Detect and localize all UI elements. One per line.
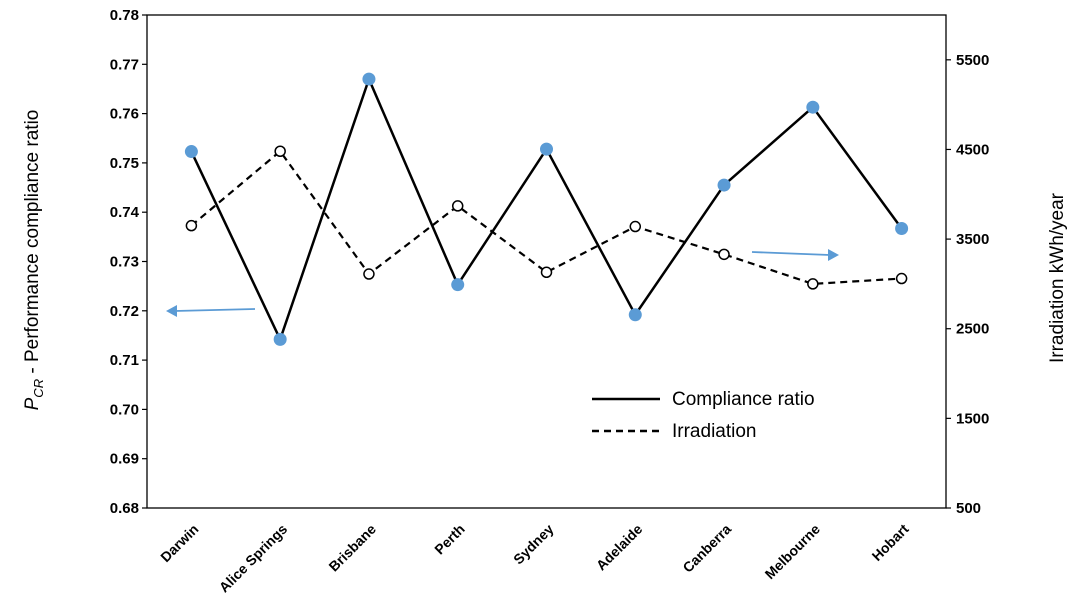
compliance-ratio-point (273, 332, 287, 346)
irradiation-point (185, 219, 198, 232)
y-tick-label: 0.74 (110, 204, 140, 221)
irradiation-point (363, 268, 375, 280)
x-category-label: Adelaide (593, 521, 646, 574)
x-category-label: Canberra (679, 521, 734, 576)
x-category-label: Alice Springs (216, 521, 291, 596)
y-tick-label: 0.78 (110, 7, 139, 24)
y-tick-label: 0.72 (110, 303, 139, 320)
category-labels: Darwin Alice Springs Brisbane Perth Sydney Ad… (157, 521, 912, 596)
plot-area (146, 14, 947, 509)
y-tick-label: 0.68 (110, 500, 139, 517)
compliance-ratio-point (451, 278, 465, 292)
irradiation-point (895, 272, 908, 285)
compliance-ratio-point (717, 178, 731, 192)
compliance-ratio-point (628, 308, 642, 322)
x-category-label: Sydney (510, 521, 557, 568)
legend-label-irradiation: Irradiation (672, 421, 757, 442)
series-layer (184, 72, 909, 346)
legend-label-compliance: Compliance ratio (672, 389, 815, 410)
irradiation-point (629, 220, 642, 233)
right-arrow-shaft (751, 251, 831, 256)
y-axis-title-prefix: P (22, 397, 43, 410)
y2-tick-label: 4500 (956, 141, 989, 158)
irradiation-point (718, 248, 730, 261)
x-category-label: Perth (431, 521, 468, 558)
irradiation-point (451, 200, 464, 212)
irradiation-point (807, 278, 819, 290)
y2-axis-title: Irradiation kWh/year (1047, 192, 1068, 363)
compliance-ratio-line (190, 75, 903, 343)
y-axis-title-subscript: CR (31, 379, 46, 398)
legend: Compliance ratio Irradiation (592, 389, 815, 442)
irradiation-line (190, 149, 902, 286)
y-axis-title-text: - Performance compliance ratio (22, 110, 43, 379)
axis-arrows (166, 249, 839, 317)
x-category-label: Darwin (157, 521, 201, 565)
y-tick-label: 0.77 (110, 56, 139, 73)
plot-frame (146, 14, 947, 509)
y-tick-label: 0.75 (110, 155, 139, 172)
y-tick-label: 0.73 (110, 254, 139, 271)
y-tick-label: 0.76 (110, 106, 139, 123)
right-arrow-head (828, 249, 839, 261)
y-tick-label: 0.70 (110, 401, 139, 418)
y2-tick-label: 2500 (956, 321, 989, 338)
left-axis-ticks: 0.68 0.69 0.70 0.71 0.72 0.73 0.74 0.75 0.76 0.77… (110, 7, 147, 517)
x-category-label: Hobart (869, 521, 912, 564)
y2-tick-label: 500 (956, 500, 981, 517)
y2-tick-label: 3500 (956, 231, 989, 248)
compliance-ratio-point (806, 100, 820, 114)
x-category-label: Brisbane (325, 521, 379, 575)
y-tick-label: 0.71 (110, 352, 139, 369)
irradiation-point (274, 145, 286, 157)
compliance-ratio-point (184, 145, 198, 159)
compliance-ratio-point (362, 72, 376, 86)
irradiation-point (540, 266, 553, 279)
left-arrow-head (166, 305, 177, 317)
y-tick-label: 0.69 (110, 451, 139, 468)
left-arrow-shaft (174, 308, 256, 312)
y2-tick-label: 1500 (956, 410, 989, 427)
x-category-label: Melbourne (762, 521, 824, 583)
y-axis-title: PCR - Performance compliance ratio (22, 110, 46, 411)
compliance-ratio-point (540, 142, 553, 156)
right-axis-ticks: 500 1500 2500 3500 4500 5500 (946, 52, 989, 517)
y2-tick-label: 5500 (956, 52, 989, 69)
compliance-ratio-point (895, 221, 909, 235)
